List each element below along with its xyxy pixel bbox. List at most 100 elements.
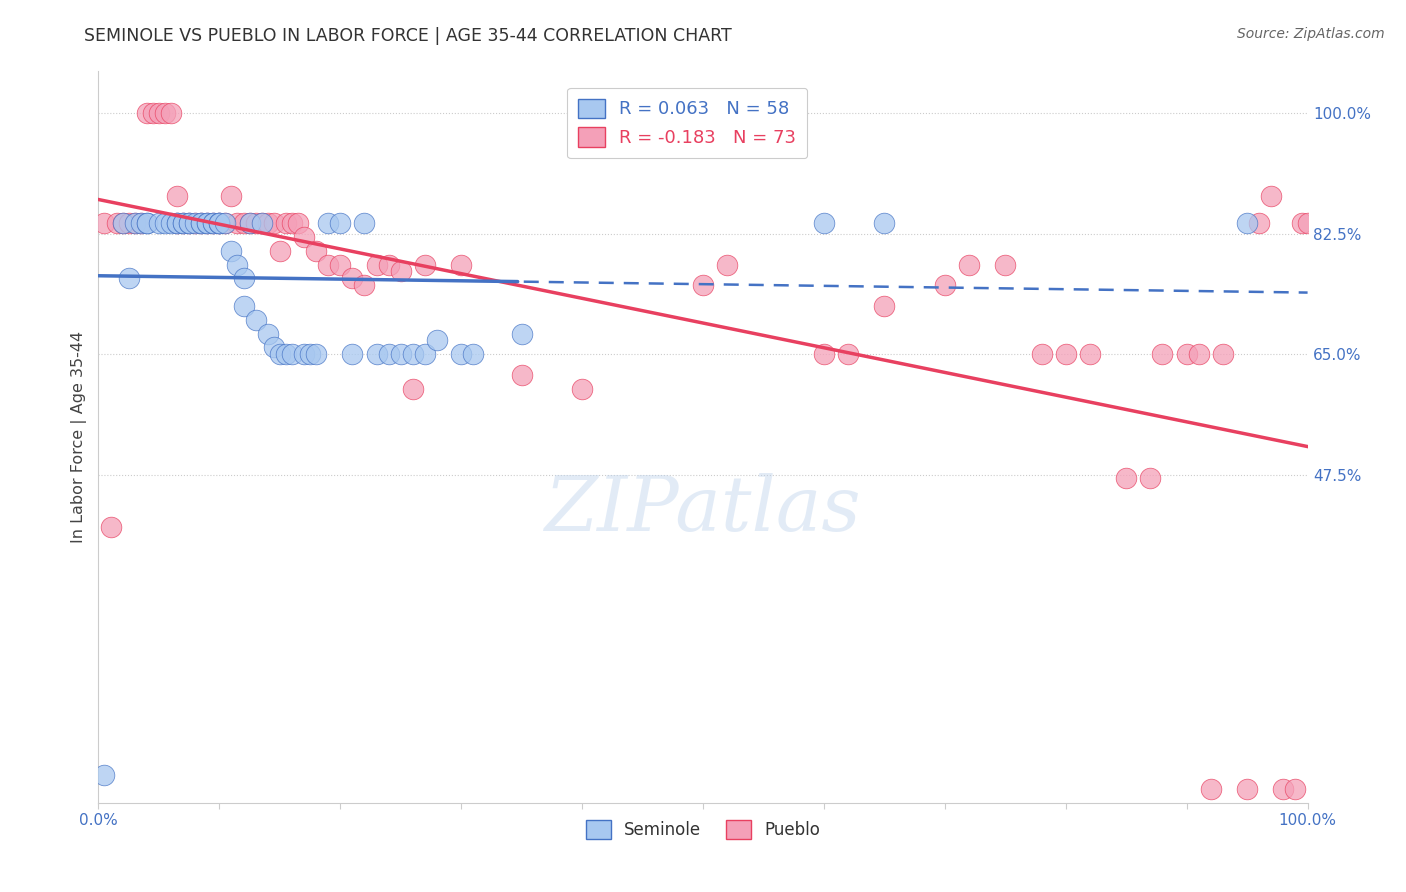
Point — [221, 244, 243, 258]
Point — [1296, 216, 1319, 230]
Point — [129, 216, 152, 230]
Y-axis label: In Labor Force | Age 35-44: In Labor Force | Age 35-44 — [72, 331, 87, 543]
Point — [813, 216, 835, 230]
Text: Source: ZipAtlas.com: Source: ZipAtlas.com — [1237, 27, 1385, 41]
Point — [166, 216, 188, 230]
Point — [510, 326, 533, 341]
Point — [353, 216, 375, 230]
Point — [208, 216, 231, 230]
Point — [1199, 782, 1222, 797]
Point — [287, 216, 309, 230]
Point — [1175, 347, 1198, 361]
Point — [426, 334, 449, 348]
Point — [250, 216, 273, 230]
Point — [239, 216, 262, 230]
Point — [256, 326, 278, 341]
Point — [232, 271, 254, 285]
Point — [873, 216, 896, 230]
Point — [292, 347, 315, 361]
Point — [329, 258, 352, 272]
Point — [239, 216, 262, 230]
Point — [148, 216, 170, 230]
Point — [142, 105, 165, 120]
Point — [172, 216, 194, 230]
Point — [510, 368, 533, 382]
Point — [221, 188, 243, 202]
Point — [1284, 782, 1306, 797]
Point — [208, 216, 231, 230]
Point — [837, 347, 859, 361]
Point — [135, 216, 157, 230]
Point — [1236, 782, 1258, 797]
Point — [232, 299, 254, 313]
Point — [402, 347, 425, 361]
Point — [195, 216, 218, 230]
Point — [716, 258, 738, 272]
Point — [571, 382, 593, 396]
Point — [105, 216, 128, 230]
Point — [124, 216, 146, 230]
Point — [226, 216, 249, 230]
Point — [1139, 471, 1161, 485]
Point — [172, 216, 194, 230]
Point — [1291, 216, 1313, 230]
Point — [100, 520, 122, 534]
Point — [1236, 216, 1258, 230]
Point — [195, 216, 218, 230]
Point — [1054, 347, 1077, 361]
Point — [1152, 347, 1174, 361]
Point — [93, 768, 115, 782]
Point — [957, 258, 980, 272]
Point — [305, 347, 328, 361]
Point — [256, 216, 278, 230]
Point — [305, 244, 328, 258]
Point — [153, 216, 176, 230]
Point — [153, 105, 176, 120]
Point — [166, 188, 188, 202]
Text: ZIPatlas: ZIPatlas — [544, 474, 862, 547]
Point — [179, 216, 201, 230]
Point — [208, 216, 231, 230]
Point — [184, 216, 207, 230]
Point — [166, 216, 188, 230]
Point — [202, 216, 225, 230]
Legend: Seminole, Pueblo: Seminole, Pueblo — [579, 814, 827, 846]
Point — [292, 230, 315, 244]
Point — [263, 216, 285, 230]
Point — [1272, 782, 1295, 797]
Point — [450, 258, 472, 272]
Point — [195, 216, 218, 230]
Point — [160, 105, 183, 120]
Point — [226, 258, 249, 272]
Point — [214, 216, 236, 230]
Point — [377, 258, 399, 272]
Point — [281, 216, 304, 230]
Point — [813, 347, 835, 361]
Point — [389, 264, 412, 278]
Point — [190, 216, 212, 230]
Point — [232, 216, 254, 230]
Point — [994, 258, 1017, 272]
Point — [934, 278, 956, 293]
Point — [366, 258, 388, 272]
Point — [214, 216, 236, 230]
Point — [118, 271, 141, 285]
Point — [245, 312, 267, 326]
Point — [1260, 188, 1282, 202]
Point — [250, 216, 273, 230]
Point — [160, 216, 183, 230]
Point — [263, 340, 285, 354]
Point — [299, 347, 322, 361]
Point — [172, 216, 194, 230]
Point — [166, 216, 188, 230]
Point — [389, 347, 412, 361]
Point — [269, 244, 291, 258]
Point — [413, 347, 436, 361]
Point — [269, 347, 291, 361]
Point — [179, 216, 201, 230]
Point — [135, 216, 157, 230]
Point — [329, 216, 352, 230]
Point — [402, 382, 425, 396]
Point — [274, 347, 297, 361]
Point — [274, 216, 297, 230]
